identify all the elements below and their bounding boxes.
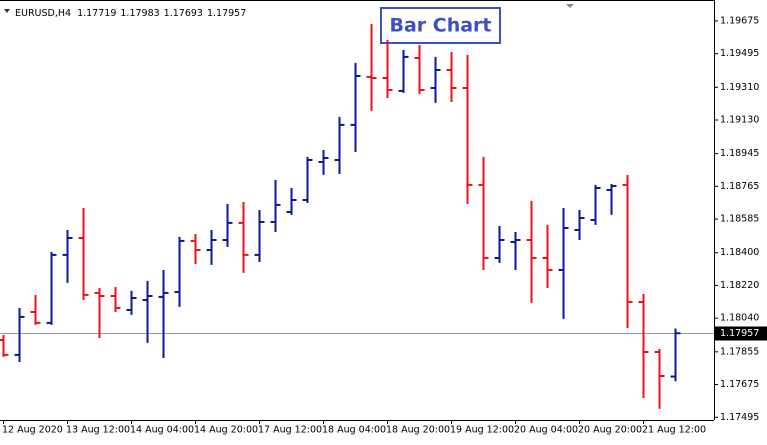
x-tick-label: 18 Aug 04:00: [322, 425, 386, 436]
title-box: [380, 7, 501, 44]
y-tick-label: 1.18945: [720, 148, 759, 159]
y-tick-label: 1.17855: [720, 346, 759, 357]
y-tick-label: 1.17675: [720, 379, 759, 390]
shift-marker: [566, 4, 574, 8]
y-tick-label: 1.19310: [720, 82, 759, 93]
x-tick-label: 20 Aug 04:00: [514, 425, 578, 436]
current-price-label: 1.17957: [720, 328, 759, 339]
header-high: 1.17983: [120, 8, 159, 19]
x-tick-label: 17 Aug 12:00: [258, 425, 322, 436]
current-price-box: [715, 326, 767, 341]
symbol: EURUSD,H4: [15, 8, 71, 19]
y-tick-label: 1.19130: [720, 115, 759, 126]
menu-arrow[interactable]: [4, 9, 10, 13]
y-tick-label: 1.18765: [720, 181, 759, 192]
y-tick-label: 1.18400: [720, 247, 759, 258]
y-tick-label: 1.19675: [720, 15, 759, 26]
y-tick-label: 1.18040: [720, 313, 759, 324]
chart-header: EURUSD,H4 1.17719 1.17983 1.17693 1.17957: [15, 8, 246, 19]
x-tick-label: 20 Aug 20:00: [578, 425, 642, 436]
chart-title: Bar Chart: [389, 15, 491, 37]
y-tick-label: 1.18220: [720, 280, 759, 291]
x-tick-label: 13 Aug 12:00: [66, 425, 130, 436]
y-tick-label: 1.17495: [720, 412, 759, 423]
x-tick-label: 19 Aug 12:00: [450, 425, 514, 436]
x-tick-label: 18 Aug 20:00: [386, 425, 450, 436]
y-tick-label: 1.18585: [720, 214, 759, 225]
header-open: 1.17719: [77, 8, 116, 19]
y-tick-label: 1.19495: [720, 48, 759, 59]
x-tick-label: 14 Aug 04:00: [130, 425, 194, 436]
x-tick-label: 12 Aug 2020: [2, 425, 63, 436]
x-tick-label: 21 Aug 12:00: [642, 425, 706, 436]
header-close: 1.17957: [207, 8, 246, 19]
x-tick-label: 14 Aug 20:00: [194, 425, 258, 436]
header-low: 1.17693: [164, 8, 203, 19]
